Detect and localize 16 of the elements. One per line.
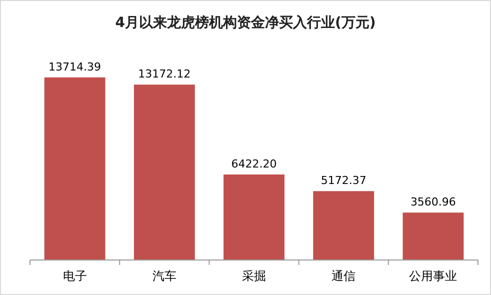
- bar: [313, 191, 374, 260]
- x-tick-label: 采掘: [242, 269, 266, 283]
- bar: [44, 77, 106, 260]
- bar: [134, 84, 195, 260]
- data-label: 13172.12: [138, 68, 191, 81]
- data-label: 3560.96: [410, 196, 456, 209]
- x-tick-label: 汽车: [152, 269, 176, 283]
- chart-title: 4月以来龙虎榜机构资金净买入行业(万元): [115, 14, 376, 31]
- data-label: 6422.20: [231, 157, 277, 170]
- bar: [402, 212, 464, 260]
- bar: [224, 174, 284, 260]
- data-label: 5172.37: [320, 174, 366, 188]
- x-tick-label: 公用事业: [409, 269, 458, 283]
- x-tick-label: 通信: [332, 269, 356, 283]
- x-tick-label: 电子: [62, 269, 87, 283]
- data-label: 13714.39: [48, 60, 102, 74]
